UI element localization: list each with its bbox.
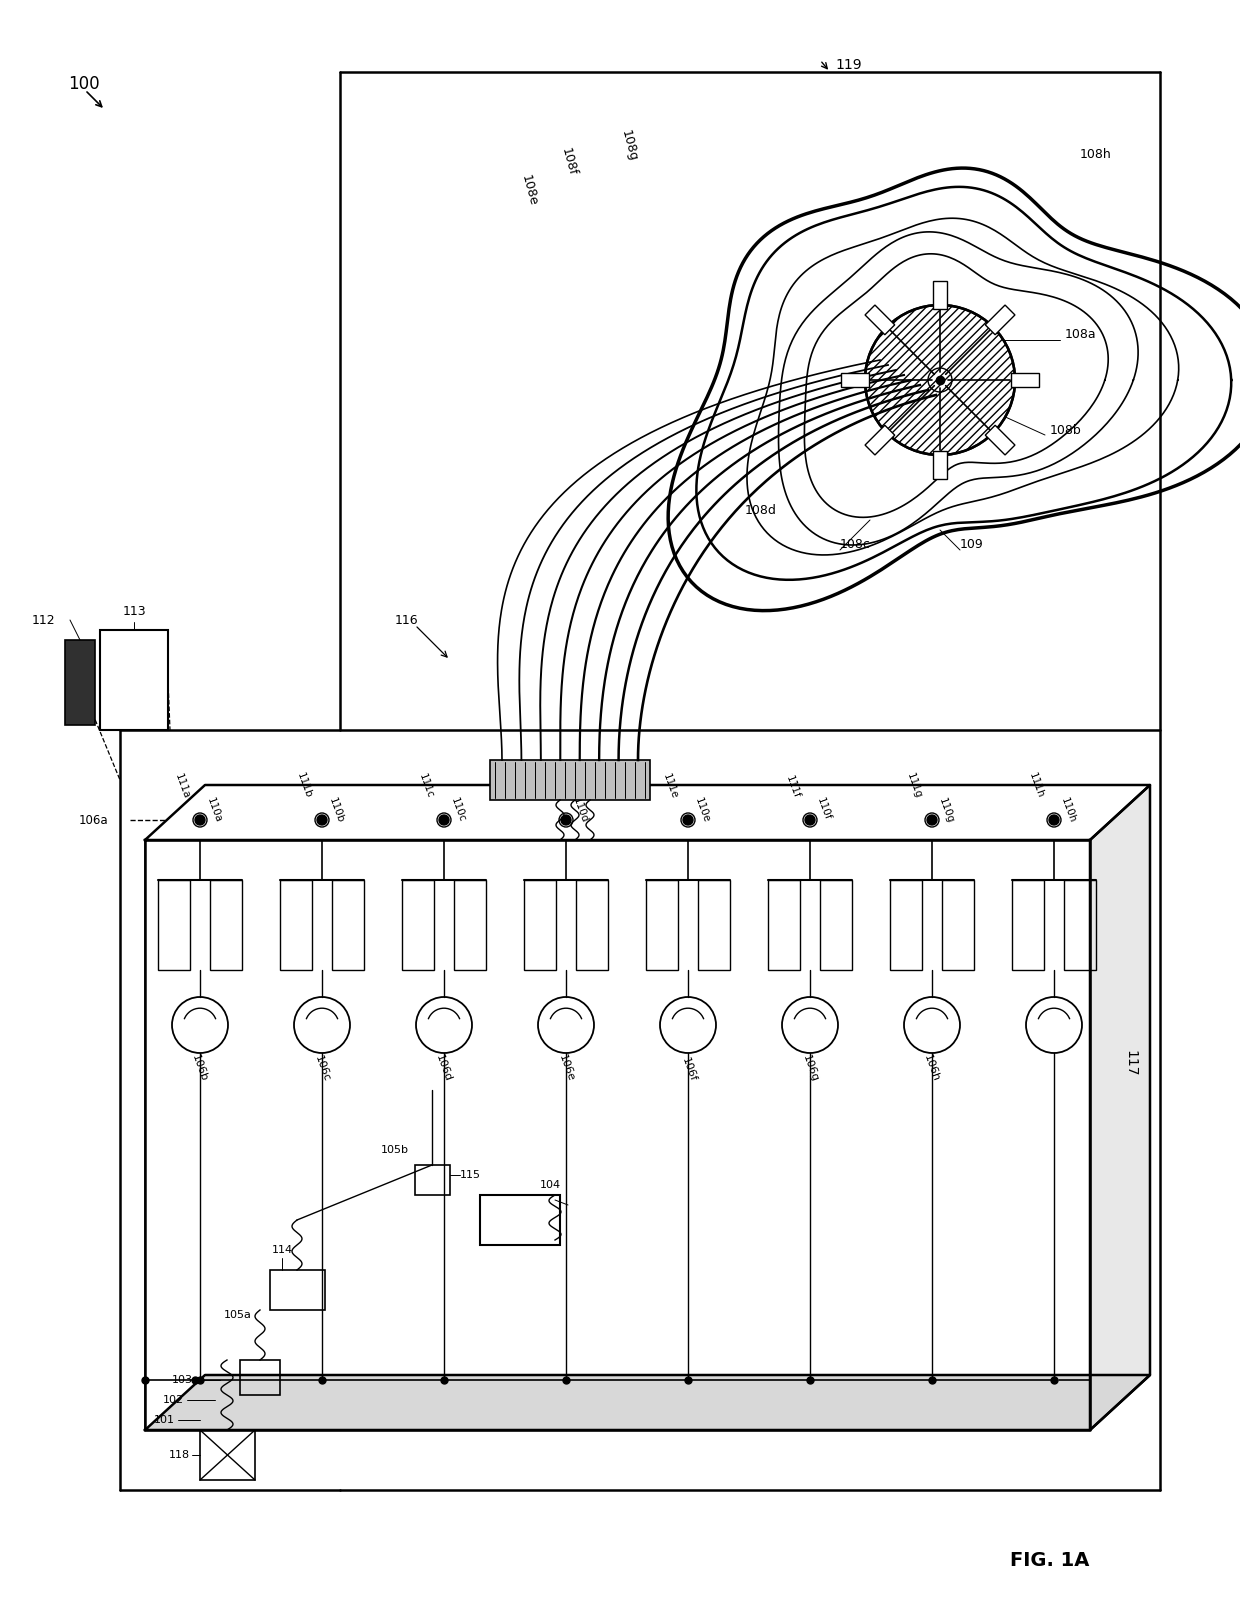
Text: 103: 103 xyxy=(172,1374,193,1386)
Bar xyxy=(577,880,608,970)
Text: 117: 117 xyxy=(1123,1050,1137,1077)
Circle shape xyxy=(866,306,1016,454)
Circle shape xyxy=(560,814,570,826)
Bar xyxy=(1064,880,1096,970)
Circle shape xyxy=(928,814,937,826)
Bar xyxy=(280,880,312,970)
Bar xyxy=(454,880,486,970)
Bar xyxy=(415,1165,450,1195)
Text: 110e: 110e xyxy=(693,797,712,824)
Bar xyxy=(480,1195,560,1245)
Text: 111g: 111g xyxy=(905,771,924,800)
Bar xyxy=(270,1270,325,1310)
Circle shape xyxy=(1049,814,1059,826)
Polygon shape xyxy=(145,1374,1149,1430)
Text: 110h: 110h xyxy=(1059,797,1078,824)
Bar xyxy=(332,880,365,970)
Bar xyxy=(157,880,190,970)
Text: 100: 100 xyxy=(68,75,99,93)
Text: 106c: 106c xyxy=(312,1054,331,1083)
Text: 112: 112 xyxy=(31,613,55,627)
Text: 110g: 110g xyxy=(937,797,955,824)
Bar xyxy=(241,1360,280,1395)
Circle shape xyxy=(805,814,815,826)
Text: 111c: 111c xyxy=(417,773,435,800)
Text: 110f: 110f xyxy=(815,797,832,822)
Text: 111d: 111d xyxy=(539,771,558,800)
Bar xyxy=(210,880,242,970)
Bar xyxy=(890,880,923,970)
Bar xyxy=(525,880,556,970)
Text: 110d: 110d xyxy=(570,797,589,824)
Text: 116: 116 xyxy=(396,613,419,627)
Polygon shape xyxy=(145,786,1149,840)
Bar xyxy=(646,880,678,970)
Text: 118: 118 xyxy=(169,1450,190,1459)
Text: 108g: 108g xyxy=(619,128,640,163)
Polygon shape xyxy=(145,840,1090,1430)
Text: 109: 109 xyxy=(960,539,983,552)
Text: 108a: 108a xyxy=(1065,328,1096,341)
Text: 108h: 108h xyxy=(1080,149,1112,162)
Bar xyxy=(1011,373,1039,387)
Text: 111f: 111f xyxy=(784,774,801,800)
Text: 104: 104 xyxy=(539,1181,562,1190)
Bar xyxy=(866,426,895,454)
Text: 111h: 111h xyxy=(1027,771,1045,800)
Text: 111a: 111a xyxy=(174,771,191,800)
Text: 102: 102 xyxy=(162,1395,184,1405)
Text: 101: 101 xyxy=(154,1414,175,1426)
Text: 115: 115 xyxy=(460,1170,481,1181)
Bar xyxy=(64,640,95,725)
Text: 108d: 108d xyxy=(745,504,777,517)
Polygon shape xyxy=(1090,786,1149,1430)
Bar xyxy=(100,630,167,730)
Bar xyxy=(768,880,800,970)
Text: 105b: 105b xyxy=(381,1146,409,1155)
Text: 105a: 105a xyxy=(224,1310,252,1320)
Bar xyxy=(986,426,1016,454)
Text: 110b: 110b xyxy=(327,797,346,824)
Circle shape xyxy=(317,814,327,826)
Text: 108f: 108f xyxy=(559,146,579,178)
Text: 113: 113 xyxy=(123,605,146,618)
Text: 106e: 106e xyxy=(557,1053,575,1083)
Text: FIG. 1A: FIG. 1A xyxy=(1011,1550,1090,1570)
Circle shape xyxy=(683,814,693,826)
Text: 108b: 108b xyxy=(1050,424,1081,437)
Bar xyxy=(402,880,434,970)
Text: 106g: 106g xyxy=(800,1053,820,1083)
Text: 111e: 111e xyxy=(661,771,680,800)
Text: 106h: 106h xyxy=(923,1053,941,1083)
Bar xyxy=(490,760,650,800)
Text: 111b: 111b xyxy=(295,771,314,800)
Text: 106a: 106a xyxy=(78,813,108,827)
Bar xyxy=(942,880,973,970)
Bar xyxy=(698,880,730,970)
Text: 110c: 110c xyxy=(449,797,467,824)
Bar xyxy=(841,373,869,387)
Circle shape xyxy=(195,814,205,826)
Text: 106f: 106f xyxy=(680,1056,697,1083)
Circle shape xyxy=(439,814,449,826)
Bar xyxy=(986,306,1016,334)
Bar xyxy=(932,451,947,478)
Bar xyxy=(820,880,852,970)
Text: 106d: 106d xyxy=(434,1053,454,1083)
Bar xyxy=(1012,880,1044,970)
Text: 110a: 110a xyxy=(205,797,223,824)
Text: 114: 114 xyxy=(272,1245,293,1254)
Bar xyxy=(866,306,895,334)
Bar xyxy=(932,282,947,309)
Text: 119: 119 xyxy=(835,58,862,72)
Text: 106b: 106b xyxy=(191,1053,210,1083)
Text: 108c: 108c xyxy=(839,539,870,552)
Bar xyxy=(200,1430,255,1480)
Text: 108e: 108e xyxy=(518,173,539,208)
